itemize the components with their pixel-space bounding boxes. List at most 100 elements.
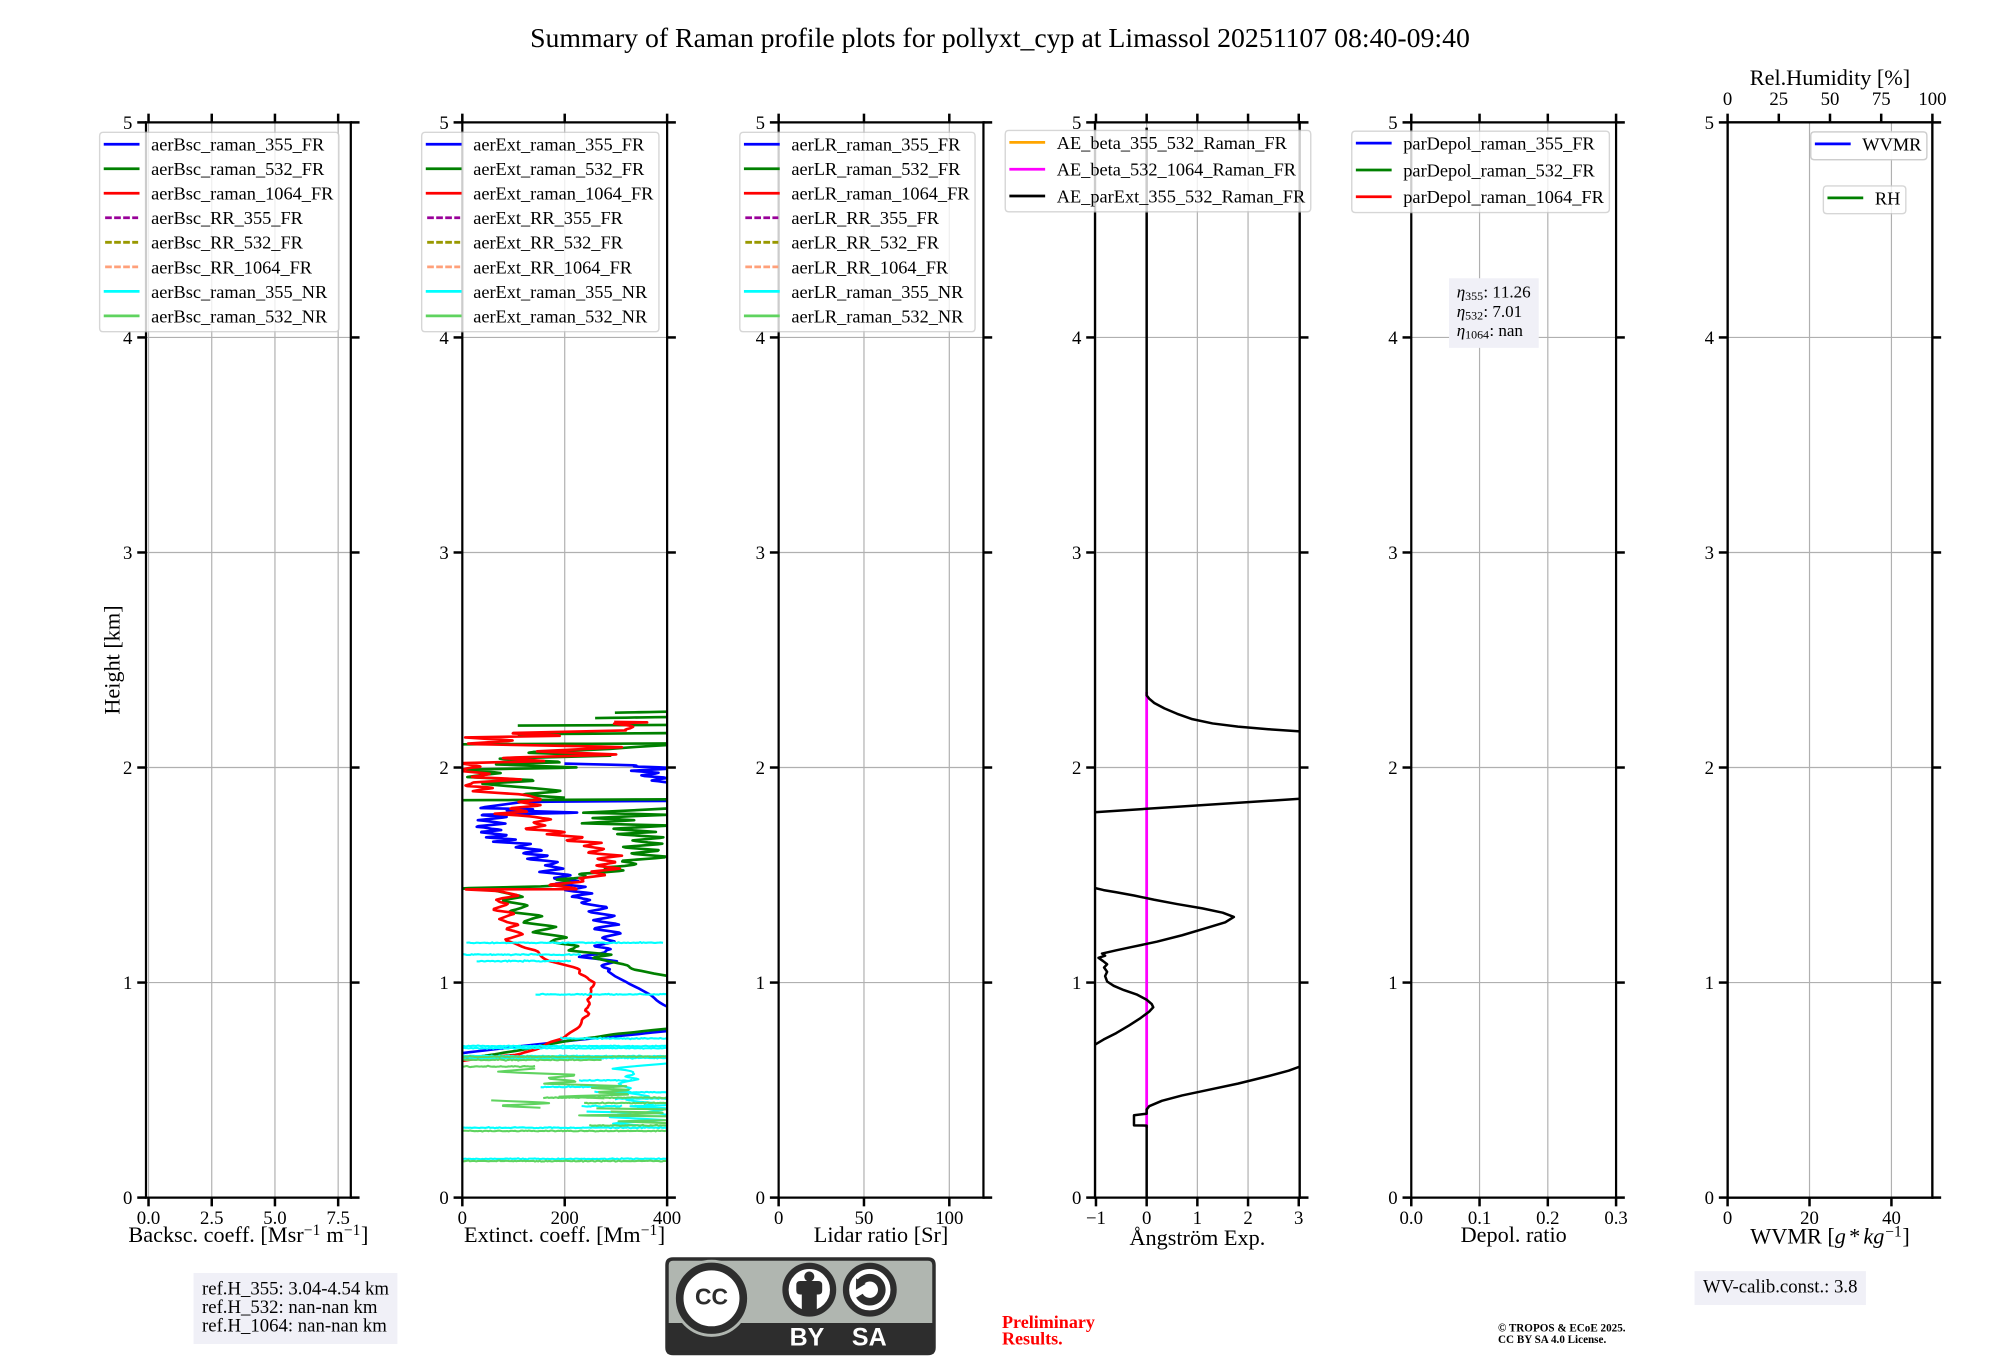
svg-text:5: 5 bbox=[756, 113, 765, 134]
svg-text:1: 1 bbox=[756, 973, 765, 994]
svg-text:200: 200 bbox=[551, 1208, 579, 1229]
svg-text:0: 0 bbox=[439, 1188, 448, 1209]
svg-text:ref.H_1064: nan-nan km: ref.H_1064: nan-nan km bbox=[202, 1316, 387, 1337]
svg-text:BY: BY bbox=[790, 1323, 825, 1351]
svg-text:aerLR_RR_532_FR: aerLR_RR_532_FR bbox=[791, 233, 939, 253]
svg-text:4: 4 bbox=[439, 328, 449, 349]
svg-text:parDepol_raman_532_FR: parDepol_raman_532_FR bbox=[1403, 160, 1595, 180]
svg-text:ref.H_355: 3.04-4.54 km: ref.H_355: 3.04-4.54 km bbox=[202, 1278, 389, 1299]
svg-text:0: 0 bbox=[1705, 1188, 1714, 1209]
svg-text:4: 4 bbox=[1388, 328, 1398, 349]
svg-text:3: 3 bbox=[756, 543, 765, 564]
svg-text:5: 5 bbox=[439, 113, 448, 134]
svg-text:aerBsc_raman_355_NR: aerBsc_raman_355_NR bbox=[151, 282, 328, 302]
svg-text:2: 2 bbox=[1705, 758, 1714, 779]
svg-text:3: 3 bbox=[1388, 543, 1397, 564]
svg-text:aerBsc_raman_1064_FR: aerBsc_raman_1064_FR bbox=[151, 184, 334, 204]
svg-text:7.5: 7.5 bbox=[326, 1208, 349, 1229]
svg-text:1: 1 bbox=[1193, 1208, 1202, 1229]
svg-text:AE_parExt_355_532_Raman_FR: AE_parExt_355_532_Raman_FR bbox=[1057, 186, 1306, 206]
svg-text:1: 1 bbox=[1705, 973, 1714, 994]
svg-text:0.0: 0.0 bbox=[1400, 1208, 1423, 1229]
svg-text:2: 2 bbox=[1243, 1208, 1252, 1229]
svg-text:0: 0 bbox=[1142, 1208, 1151, 1229]
svg-text:−1: −1 bbox=[1086, 1208, 1106, 1229]
svg-text:1: 1 bbox=[439, 973, 448, 994]
svg-text:aerLR_raman_1064_FR: aerLR_raman_1064_FR bbox=[791, 184, 970, 204]
svg-text:W V M R: W V M R [ * ] g k g − 1 bbox=[1750, 1217, 1915, 1249]
svg-text:1: 1 bbox=[123, 973, 132, 994]
svg-text:0: 0 bbox=[458, 1208, 467, 1229]
svg-text:aerLR_raman_532_NR: aerLR_raman_532_NR bbox=[791, 306, 964, 326]
svg-text:AE_beta_532_1064_Raman_FR: AE_beta_532_1064_Raman_FR bbox=[1057, 160, 1297, 180]
svg-text:aerExt_raman_1064_FR: aerExt_raman_1064_FR bbox=[473, 184, 654, 204]
svg-text:5: 5 bbox=[123, 113, 132, 134]
svg-text:aerLR_raman_532_FR: aerLR_raman_532_FR bbox=[791, 159, 961, 179]
svg-text:4: 4 bbox=[123, 328, 133, 349]
svg-text:aerBsc_RR_355_FR: aerBsc_RR_355_FR bbox=[151, 208, 303, 228]
svg-text:η 5 3 2: η 5 3 2 : 7 . 0 1 bbox=[1457, 297, 1522, 324]
svg-text:4: 4 bbox=[756, 328, 766, 349]
svg-text:50: 50 bbox=[1821, 89, 1840, 110]
svg-text:0.1: 0.1 bbox=[1468, 1208, 1491, 1229]
svg-text:2: 2 bbox=[439, 758, 448, 779]
svg-text:2: 2 bbox=[756, 758, 765, 779]
svg-text:Preliminary: Preliminary bbox=[1002, 1312, 1095, 1332]
svg-text:SA: SA bbox=[852, 1323, 887, 1351]
svg-text:aerExt_RR_532_FR: aerExt_RR_532_FR bbox=[473, 233, 623, 253]
svg-text:400: 400 bbox=[653, 1208, 681, 1229]
svg-text:aerBsc_raman_532_NR: aerBsc_raman_532_NR bbox=[151, 306, 328, 326]
svg-text:3: 3 bbox=[123, 543, 132, 564]
svg-text:WVMR: WVMR bbox=[1862, 134, 1922, 154]
svg-text:3: 3 bbox=[1294, 1208, 1303, 1229]
svg-text:aerExt_raman_532_FR: aerExt_raman_532_FR bbox=[473, 159, 645, 179]
svg-text:AE_beta_355_532_Raman_FR: AE_beta_355_532_Raman_FR bbox=[1057, 133, 1288, 153]
svg-text:aerLR_RR_355_FR: aerLR_RR_355_FR bbox=[791, 208, 939, 228]
svg-text:40: 40 bbox=[1882, 1208, 1901, 1229]
svg-text:aerBsc_raman_355_FR: aerBsc_raman_355_FR bbox=[151, 135, 325, 155]
svg-text:50: 50 bbox=[855, 1208, 874, 1229]
svg-text:parDepol_raman_1064_FR: parDepol_raman_1064_FR bbox=[1403, 187, 1604, 207]
svg-text:75: 75 bbox=[1872, 89, 1891, 110]
svg-text:2: 2 bbox=[1388, 758, 1397, 779]
svg-text:25: 25 bbox=[1769, 89, 1788, 110]
svg-text:0: 0 bbox=[774, 1208, 783, 1229]
svg-text:Rel.Humidity [%]: Rel.Humidity [%] bbox=[1750, 65, 1910, 90]
svg-text:4: 4 bbox=[1072, 328, 1082, 349]
svg-text:3: 3 bbox=[1705, 543, 1714, 564]
svg-text:0: 0 bbox=[1072, 1188, 1081, 1209]
svg-text:2: 2 bbox=[1072, 758, 1081, 779]
svg-text:3: 3 bbox=[1072, 543, 1081, 564]
svg-text:3: 3 bbox=[439, 543, 448, 564]
svg-text:aerLR_raman_355_FR: aerLR_raman_355_FR bbox=[791, 135, 961, 155]
svg-text:aerBsc_RR_532_FR: aerBsc_RR_532_FR bbox=[151, 233, 303, 253]
svg-text:Summary of Raman profile plots: Summary of Raman profile plots for polly… bbox=[530, 23, 1470, 54]
svg-text:5: 5 bbox=[1388, 113, 1397, 134]
svg-text:ref.H_532: nan-nan km: ref.H_532: nan-nan km bbox=[202, 1297, 378, 1318]
svg-text:B a c k: B a c k s c . c o e f f . [ M s r m ] − bbox=[128, 1215, 374, 1247]
svg-text:5: 5 bbox=[1072, 113, 1081, 134]
svg-text:5: 5 bbox=[1705, 113, 1714, 134]
svg-text:1: 1 bbox=[1388, 973, 1397, 994]
svg-text:aerExt_raman_355_FR: aerExt_raman_355_FR bbox=[473, 135, 645, 155]
svg-text:Height [km]: Height [km] bbox=[100, 605, 125, 714]
svg-text:E x t i: E x t i n c t . c o e f f . [ M m ] − 1 bbox=[464, 1215, 671, 1247]
svg-text:CC: CC bbox=[695, 1284, 728, 1310]
svg-text:0.0: 0.0 bbox=[137, 1208, 160, 1229]
svg-text:0: 0 bbox=[1388, 1188, 1397, 1209]
svg-text:Results.: Results. bbox=[1002, 1329, 1063, 1349]
svg-text:2.5: 2.5 bbox=[200, 1208, 223, 1229]
svg-text:Lidar ratio [Sr]: Lidar ratio [Sr] bbox=[814, 1222, 949, 1247]
svg-text:0: 0 bbox=[756, 1188, 765, 1209]
svg-text:© TROPOS & ECoE 2025.: © TROPOS & ECoE 2025. bbox=[1498, 1322, 1626, 1334]
svg-text:2: 2 bbox=[123, 758, 132, 779]
svg-text:0: 0 bbox=[1723, 1208, 1732, 1229]
svg-text:aerLR_raman_355_NR: aerLR_raman_355_NR bbox=[791, 282, 964, 302]
svg-text:100: 100 bbox=[935, 1208, 963, 1229]
svg-text:WV-calib.const.: 3.8: WV-calib.const.: 3.8 bbox=[1703, 1277, 1858, 1298]
svg-text:η 3 5 5: η 3 5 5 : 1 1 . 2 6 bbox=[1457, 278, 1531, 305]
svg-text:aerExt_RR_1064_FR: aerExt_RR_1064_FR bbox=[473, 257, 633, 277]
svg-text:5.0: 5.0 bbox=[263, 1208, 286, 1229]
svg-text:η 1 0 6: η 1 0 6 4 : n a n bbox=[1457, 316, 1524, 343]
svg-text:1: 1 bbox=[1072, 973, 1081, 994]
